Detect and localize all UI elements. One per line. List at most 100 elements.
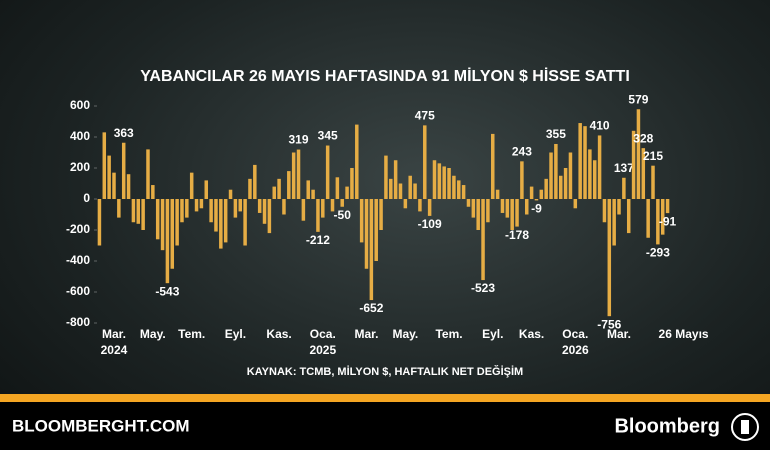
value-label: -9 [531,202,542,216]
bar [364,199,369,269]
bar [355,124,359,199]
bar [228,189,233,199]
bar [500,199,505,213]
value-label: 363 [114,126,134,140]
bar [175,199,179,246]
bar [583,126,587,199]
bar [578,123,582,199]
footer-stripe [0,394,770,402]
value-label: -543 [155,284,179,298]
bar [495,189,500,199]
bar [573,199,578,209]
bar [660,199,665,235]
y-tick-label: -400 [66,253,90,267]
bar [136,199,141,224]
bar [612,199,616,246]
value-label: -212 [306,233,330,247]
bar [544,178,548,199]
bar [146,149,150,199]
bar [534,199,539,201]
bar [563,168,568,199]
value-label: 215 [643,149,663,163]
x-tick-label: Eyl. [482,327,504,341]
bar [272,186,276,199]
bar [350,168,354,199]
bar [403,199,408,209]
bar [597,135,602,199]
y-tick-label: 0 [83,191,90,205]
bar [631,130,636,199]
bar [588,149,592,199]
x-tick-label: 26 Mayıs [658,327,709,341]
x-tick-label: Tem. [178,327,206,341]
value-label: -50 [334,208,352,222]
value-label: 355 [546,127,566,141]
bar [418,199,422,212]
x-tick-label: Kas. [266,327,292,341]
value-label: -756 [597,317,621,331]
bar [189,172,194,199]
bar [558,175,563,199]
bar [510,199,514,230]
bar [170,199,175,269]
bar [340,199,344,207]
x-tick-label: Oca. 2025 [309,327,337,357]
bar [636,109,641,199]
bar [442,166,446,199]
x-tick-label: Mar. 2024 [100,327,128,357]
bar [335,177,340,199]
y-tick-label: -800 [66,315,90,329]
bar [243,199,247,246]
bar [131,199,136,223]
bar [306,180,310,199]
bar [296,149,301,199]
bar [209,199,213,223]
bar [301,199,306,221]
value-label: 475 [415,109,435,123]
bar [267,199,272,234]
bar [437,163,442,199]
bar [476,199,480,230]
bar [447,168,451,199]
bar [408,175,412,199]
bar [345,186,349,199]
value-label: 243 [512,145,532,159]
bar [626,199,631,234]
bar [291,152,296,199]
bar [117,199,121,218]
bar [607,199,612,317]
bar [665,199,670,214]
bar [427,199,432,216]
bar [223,199,228,243]
footer-brand: Bloomberg [614,415,720,437]
bar [199,199,204,209]
logo [731,413,759,441]
bar [369,199,374,301]
value-label: -178 [505,228,529,242]
bar [151,185,155,199]
bar [617,199,621,215]
value-label: 579 [628,92,648,106]
logo-mark [741,420,749,434]
bar [97,199,102,246]
value-label: 410 [590,119,610,133]
bar [432,160,437,199]
bar [471,199,476,218]
value-label: -523 [471,281,495,295]
bar [486,199,490,223]
bar [233,199,238,218]
value-label: 345 [318,129,338,143]
bar [602,199,607,223]
x-tick-label: May. [392,327,419,341]
bar [568,152,573,199]
bar [491,133,495,199]
bar [238,199,242,212]
bar [529,186,534,199]
y-tick-label: 600 [70,98,90,112]
bar [393,160,398,199]
x-tick-label: Mar. [606,327,632,341]
bar [549,152,553,199]
bar [277,178,281,199]
chart-title: YABANCILAR 26 MAYIS HAFTASINDA 91 MİLYON… [140,67,630,85]
